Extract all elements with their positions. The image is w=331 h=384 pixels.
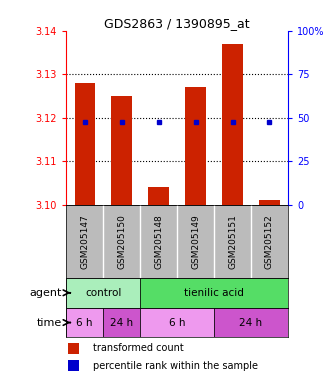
Text: GSM205151: GSM205151 [228,214,237,269]
Bar [66,278,140,308]
Bar [222,44,243,205]
Text: transformed count: transformed count [93,343,184,353]
Text: 24 h: 24 h [110,318,133,328]
Bar [148,187,169,205]
Text: GSM205147: GSM205147 [80,214,89,269]
Bar [140,308,214,338]
Text: agent: agent [29,288,62,298]
Bar [214,308,288,338]
Bar [259,200,280,205]
Text: time: time [36,318,62,328]
Bar [103,308,140,338]
Bar [74,83,95,205]
Text: GSM205148: GSM205148 [154,214,163,269]
Title: GDS2863 / 1390895_at: GDS2863 / 1390895_at [104,17,250,30]
Bar [185,87,206,205]
Text: percentile rank within the sample: percentile rank within the sample [93,361,258,371]
Bar [69,343,79,354]
Bar [112,96,132,205]
Text: GSM205150: GSM205150 [117,214,126,269]
Text: control: control [85,288,121,298]
Text: 6 h: 6 h [169,318,185,328]
Text: tienilic acid: tienilic acid [184,288,244,298]
Text: GSM205149: GSM205149 [191,214,200,269]
Bar [66,308,103,338]
Bar [69,360,79,371]
Bar [140,278,288,308]
Text: 6 h: 6 h [76,318,93,328]
Text: 24 h: 24 h [239,318,262,328]
Text: GSM205152: GSM205152 [265,214,274,269]
